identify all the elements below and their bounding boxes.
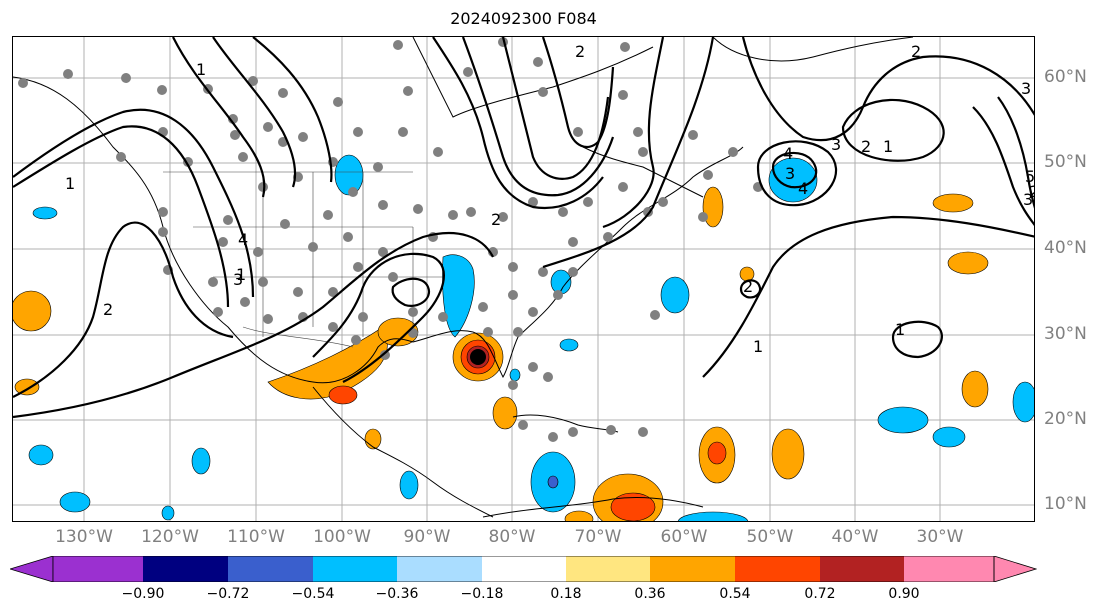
contour-labels: 1 2 3 4 1 2 3 2 1 2 3 4 5 1 2 3 2 1 3 2 … [65, 42, 1035, 356]
lat-label: 50°N [1044, 152, 1087, 172]
contour-label: 4 [238, 230, 248, 249]
shaded-field-negative [28, 154, 1034, 521]
lat-label: 20°N [1044, 409, 1087, 429]
colorbar [10, 556, 1037, 582]
lon-label: 90°W [403, 527, 451, 547]
colorbar-segment [53, 556, 143, 582]
contour-label: 2 [491, 210, 501, 229]
contour-lines [13, 37, 1034, 419]
colorbar-extend-max [993, 556, 1037, 582]
contour-label: 3 [1023, 190, 1033, 209]
contour-label: 4 [783, 144, 793, 163]
colorbar-segment [482, 556, 566, 582]
colorbar-tick: −0.54 [291, 586, 335, 602]
lon-label: 80°W [488, 527, 536, 547]
contour-label: 3 [831, 135, 841, 154]
colorbar-tick: −0.36 [375, 586, 419, 602]
colorbar-segment [566, 556, 650, 582]
lat-label: 10°N [1044, 494, 1087, 514]
graticule [13, 37, 1034, 521]
contour-label: 1 [196, 60, 206, 79]
colorbar-segment [904, 556, 994, 582]
colorbar-segment [650, 556, 735, 582]
contour-label: 1 [895, 320, 905, 339]
contour-label: 3 [233, 270, 243, 289]
colorbar-segment [313, 556, 397, 582]
lon-label: 50°W [746, 527, 794, 547]
lat-label: 60°N [1044, 67, 1087, 87]
lat-label: 40°N [1044, 238, 1087, 258]
storm-center-marker [470, 349, 486, 365]
lon-label: 110°W [227, 527, 285, 547]
contour-label: 2 [575, 42, 585, 61]
contour-label: 2 [103, 300, 113, 319]
lon-label: 130°W [55, 527, 113, 547]
contour-label: 1 [883, 137, 893, 156]
lon-label: 120°W [141, 527, 199, 547]
lon-label: 70°W [574, 527, 622, 547]
colorbar-tick: 0.18 [550, 586, 582, 602]
contour-label: 1 [236, 265, 246, 284]
shaded-field-positive [13, 186, 989, 521]
contour-label: 2 [861, 137, 871, 156]
contour-label: 2 [1029, 182, 1035, 201]
colorbar-segment [735, 556, 820, 582]
colorbar-tick: −0.72 [206, 586, 250, 602]
contour-label: 4 [798, 179, 808, 198]
colorbar-segment [143, 556, 228, 582]
colorbar-tick: 0.54 [719, 586, 751, 602]
observation-dots [18, 37, 763, 442]
contour-label: 3 [785, 164, 795, 183]
map-panel[interactable]: 1 2 3 4 1 2 3 2 1 2 3 4 5 1 2 3 2 1 3 2 … [12, 36, 1035, 522]
coastlines [13, 37, 914, 518]
colorbar-segment [820, 556, 904, 582]
contour-label: 3 [1021, 79, 1031, 98]
contour-label: 2 [743, 277, 753, 296]
colorbar-tick: 0.36 [634, 586, 666, 602]
colorbar-segment [228, 556, 313, 582]
colorbar-tick: 0.90 [888, 586, 920, 602]
colorbar-tick: −0.90 [121, 586, 165, 602]
lat-label: 30°N [1044, 324, 1087, 344]
lon-label: 100°W [313, 527, 371, 547]
contour-label: 1 [753, 337, 763, 356]
colorbar-tick: 0.72 [804, 586, 836, 602]
colorbar-segment [397, 556, 482, 582]
lon-label: 30°W [916, 527, 964, 547]
map-title: 2024092300 F084 [450, 9, 597, 28]
map-canvas: 1 2 3 4 1 2 3 2 1 2 3 4 5 1 2 3 2 1 3 2 … [13, 37, 1035, 521]
colorbar-tick: −0.18 [460, 586, 504, 602]
contour-label: 1 [65, 174, 75, 193]
lon-label: 60°W [660, 527, 708, 547]
contour-label: 2 [911, 42, 921, 61]
lon-label: 40°W [831, 527, 879, 547]
colorbar-extend-min [10, 556, 54, 582]
contour-label: 5 [1025, 167, 1035, 186]
